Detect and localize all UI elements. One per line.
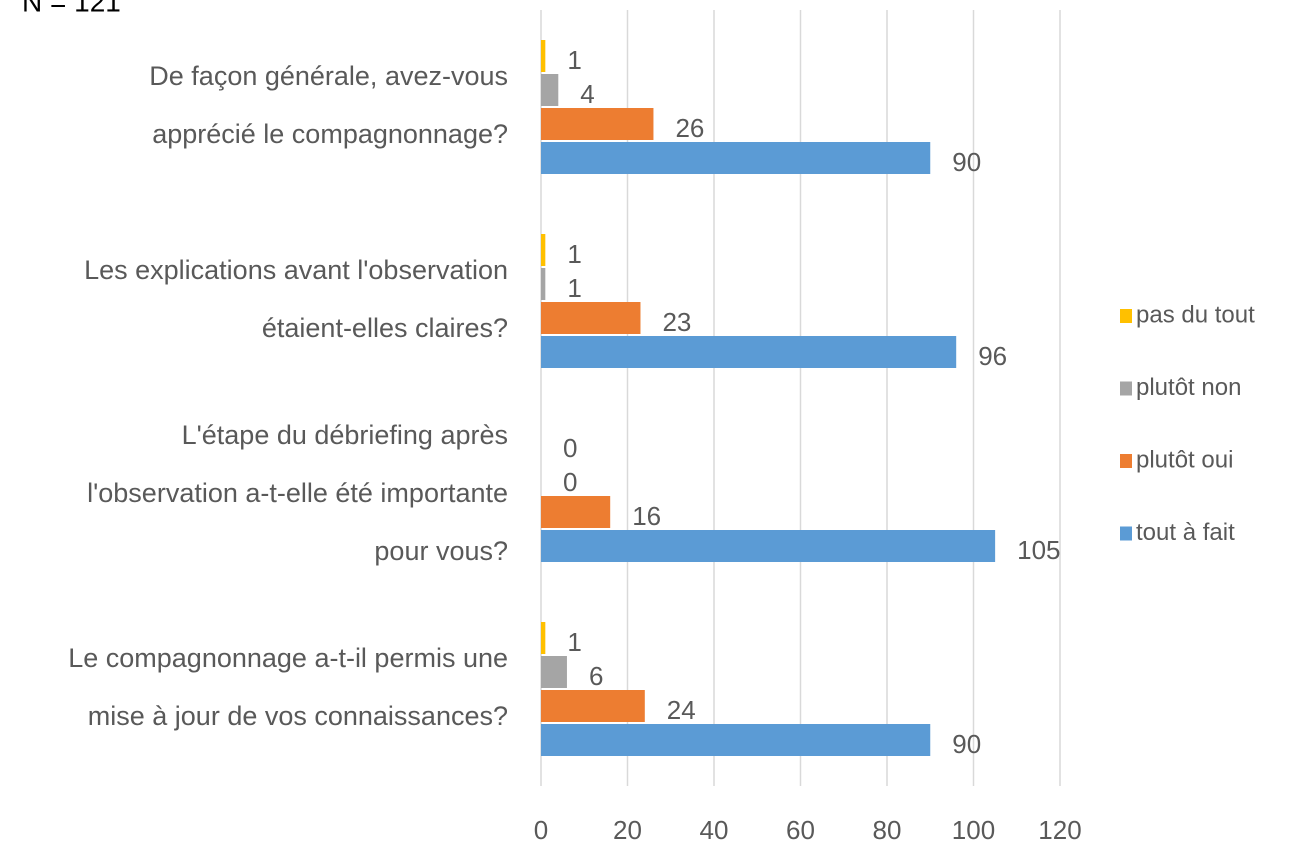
- data-label: 16: [632, 501, 661, 531]
- category-label: apprécié le compagnonnage?: [152, 119, 508, 149]
- legend-swatch: [1120, 309, 1132, 323]
- x-tick-label: 120: [1038, 815, 1081, 845]
- category-label: étaient-elles claires?: [262, 313, 508, 343]
- bar: [541, 690, 645, 722]
- legend-swatch: [1120, 454, 1132, 468]
- data-label: 1: [567, 627, 581, 657]
- bar: [541, 108, 654, 140]
- data-label: 90: [952, 147, 981, 177]
- data-label: 1: [567, 239, 581, 269]
- x-tick-label: 20: [613, 815, 642, 845]
- data-label: 23: [662, 307, 691, 337]
- bar: [541, 142, 931, 174]
- x-tick-label: 80: [873, 815, 902, 845]
- legend-label: tout à fait: [1136, 519, 1235, 546]
- category-label: Le compagnonnage a-t-il permis une: [68, 643, 508, 673]
- bar: [541, 336, 957, 368]
- category-label: pour vous?: [374, 536, 508, 566]
- bar: [541, 724, 931, 756]
- data-label: 26: [675, 113, 704, 143]
- legend-label: plutôt non: [1136, 374, 1241, 401]
- data-label: 0: [563, 433, 577, 463]
- x-tick-label: 100: [952, 815, 995, 845]
- bar: [541, 530, 996, 562]
- data-label: 1: [567, 273, 581, 303]
- bar: [541, 40, 546, 72]
- bar: [541, 234, 546, 266]
- category-label: l'observation a-t-elle été importante: [87, 478, 508, 508]
- category-label: Les explications avant l'observation: [84, 255, 508, 285]
- legend-swatch: [1120, 381, 1132, 396]
- data-label: 105: [1017, 535, 1060, 565]
- category-label: mise à jour de vos connaissances?: [88, 701, 508, 731]
- bar: [541, 622, 546, 654]
- legend-label: pas du tout: [1136, 301, 1255, 328]
- x-tick-label: 40: [700, 815, 729, 845]
- x-tick-label: 0: [534, 815, 548, 845]
- chart-title: N = 121: [22, 0, 121, 17]
- legend-swatch: [1120, 526, 1132, 541]
- data-label: 0: [563, 467, 577, 497]
- data-label: 96: [978, 341, 1007, 371]
- bar: [541, 656, 567, 688]
- data-label: 1: [567, 45, 581, 75]
- data-label: 4: [580, 79, 594, 109]
- bar: [541, 268, 546, 300]
- data-label: 90: [952, 729, 981, 759]
- category-label: L'étape du débriefing après: [182, 420, 508, 450]
- x-tick-label: 60: [786, 815, 815, 845]
- bar: [541, 496, 611, 528]
- category-label: De façon générale, avez-vous: [149, 61, 508, 91]
- data-label: 24: [667, 695, 696, 725]
- legend-label: plutôt oui: [1136, 446, 1233, 473]
- data-label: 6: [589, 661, 603, 691]
- bar: [541, 302, 641, 334]
- bar: [541, 74, 559, 106]
